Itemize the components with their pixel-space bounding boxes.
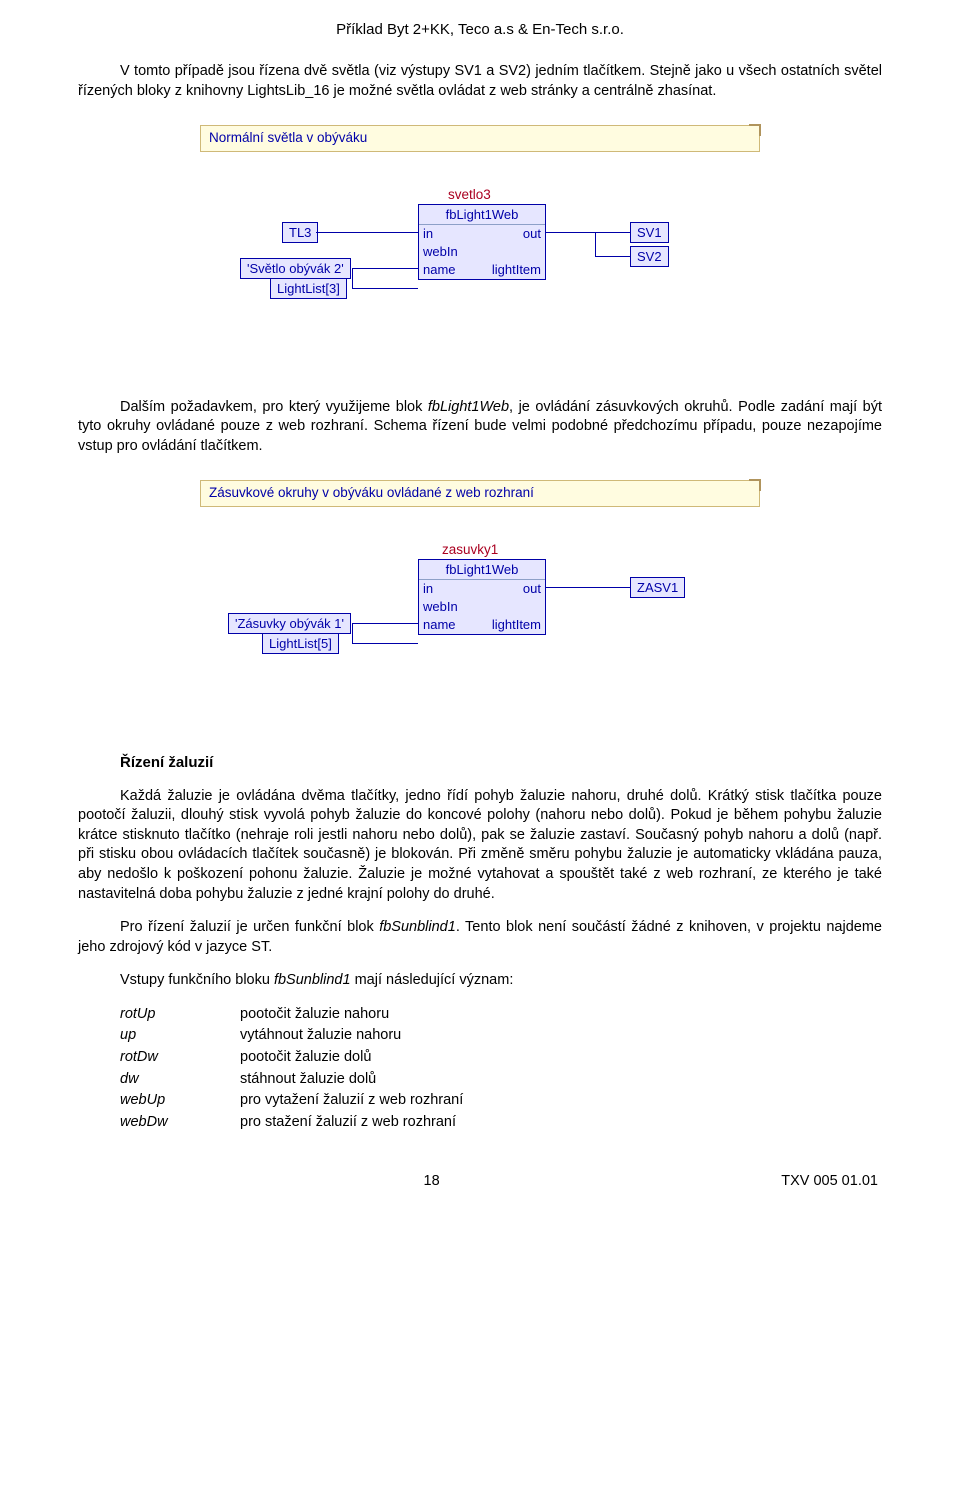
- tag-tl3: TL3: [282, 222, 318, 244]
- tag-zasv1: ZASV1: [630, 577, 685, 599]
- fb-block-2: fbLight1Web in out webIn name lightItem: [418, 559, 546, 636]
- tag-lightlist5: LightList[5]: [262, 633, 339, 655]
- p5b: fbSunblind1: [274, 972, 351, 988]
- input-row: webUppro vytažení žaluzií z web rozhraní: [120, 1091, 882, 1111]
- input-row: dwstáhnout žaluzie dolů: [120, 1070, 882, 1090]
- diagram-zasuvky1: zasuvky1 fbLight1Web inout webIn namelig…: [200, 557, 760, 707]
- tag-lightlist3: LightList[3]: [270, 278, 347, 300]
- p5a: Vstupy funkčního bloku: [120, 972, 274, 988]
- comment-banner-1-text: Normální světla v obýváku: [200, 125, 760, 151]
- tag-svetlo-obyvak2: 'Světlo obývák 2': [240, 258, 351, 280]
- input-name: rotDw: [120, 1048, 240, 1068]
- paragraph-5: Vstupy funkčního bloku fbSunblind1 mají …: [120, 971, 882, 991]
- port-lightitem: lightItem: [492, 261, 541, 279]
- tag-sv1: SV1: [630, 222, 669, 244]
- port-name-2: name: [423, 616, 456, 634]
- paragraph-3: Každá žaluzie je ovládána dvěma tlačítky…: [78, 787, 882, 904]
- input-row: rotDwpootočit žaluzie dolů: [120, 1048, 882, 1068]
- input-desc: pro stažení žaluzií z web rozhraní: [240, 1113, 456, 1133]
- section-title-zaluzii: Řízení žaluzií: [120, 753, 882, 773]
- p4a: Pro řízení žaluzií je určen funkční blok: [120, 919, 379, 935]
- input-desc: pro vytažení žaluzií z web rozhraní: [240, 1091, 463, 1111]
- port-lightitem-2: lightItem: [492, 616, 541, 634]
- fb-instance-label-2: zasuvky1: [442, 541, 498, 559]
- fb-type: fbLight1Web: [419, 205, 545, 226]
- p2b: fbLight1Web: [428, 399, 509, 415]
- port-in: in: [423, 225, 433, 243]
- input-name: webDw: [120, 1113, 240, 1133]
- fb-inputs-list: rotUppootočit žaluzie nahoru upvytáhnout…: [120, 1005, 882, 1132]
- paragraph-2: Dalším požadavkem, pro který využijeme b…: [78, 398, 882, 457]
- comment-banner-2-text: Zásuvkové okruhy v obýváku ovládané z we…: [200, 480, 760, 506]
- port-webin-2: webIn: [423, 598, 458, 616]
- input-desc: vytáhnout žaluzie nahoru: [240, 1026, 401, 1046]
- p4b: fbSunblind1: [379, 919, 456, 935]
- input-name: dw: [120, 1070, 240, 1090]
- port-in-2: in: [423, 580, 433, 598]
- input-row: rotUppootočit žaluzie nahoru: [120, 1005, 882, 1025]
- paragraph-1-text: V tomto případě jsou řízena dvě světla (…: [78, 63, 882, 99]
- port-out: out: [523, 225, 541, 243]
- input-row: webDwpro stažení žaluzií z web rozhraní: [120, 1113, 882, 1133]
- tag-zasuvky-obyvak1: 'Zásuvky obývák 1': [228, 613, 351, 635]
- doc-id: TXV 005 01.01: [781, 1172, 878, 1192]
- input-name: up: [120, 1026, 240, 1046]
- paragraph-4: Pro řízení žaluzií je určen funkční blok…: [78, 918, 882, 957]
- p2a: Dalším požadavkem, pro který využijeme b…: [120, 399, 428, 415]
- input-desc: pootočit žaluzie dolů: [240, 1048, 371, 1068]
- page-footer: 18 TXV 005 01.01: [78, 1172, 882, 1192]
- comment-banner-1: Normální světla v obýváku: [200, 125, 760, 151]
- document-header: Příklad Byt 2+KK, Teco a.s & En-Tech s.r…: [78, 20, 882, 40]
- input-row: upvytáhnout žaluzie nahoru: [120, 1026, 882, 1046]
- page-number: 18: [424, 1172, 440, 1192]
- port-out-2: out: [523, 580, 541, 598]
- fb-block: fbLight1Web in out webIn name lightItem: [418, 204, 546, 281]
- input-name: webUp: [120, 1091, 240, 1111]
- fb-instance-label: svetlo3: [448, 186, 491, 204]
- p3: Každá žaluzie je ovládána dvěma tlačítky…: [78, 788, 882, 902]
- p5c: mají následující význam:: [351, 972, 514, 988]
- paragraph-1: V tomto případě jsou řízena dvě světla (…: [78, 62, 882, 101]
- comment-banner-2: Zásuvkové okruhy v obýváku ovládané z we…: [200, 480, 760, 506]
- input-desc: stáhnout žaluzie dolů: [240, 1070, 376, 1090]
- tag-sv2: SV2: [630, 246, 669, 268]
- fb-type-2: fbLight1Web: [419, 560, 545, 581]
- input-desc: pootočit žaluzie nahoru: [240, 1005, 389, 1025]
- diagram-svetlo3: svetlo3 fbLight1Web inout webIn nameligh…: [200, 202, 760, 352]
- port-webin: webIn: [423, 243, 458, 261]
- input-name: rotUp: [120, 1005, 240, 1025]
- port-name: name: [423, 261, 456, 279]
